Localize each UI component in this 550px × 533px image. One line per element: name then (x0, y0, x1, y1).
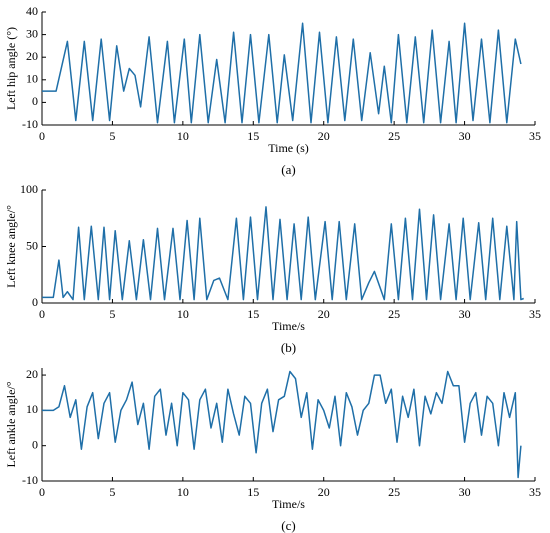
x-tick-label: 10 (177, 307, 189, 321)
x-axis-label: Time/s (272, 319, 305, 333)
x-tick-label: 5 (109, 129, 115, 143)
y-tick-label: 100 (20, 182, 38, 196)
x-tick-label: 0 (39, 485, 45, 499)
x-tick-label: 30 (459, 485, 471, 499)
y-tick-label: -10 (22, 473, 38, 487)
x-tick-label: 15 (247, 129, 259, 143)
x-tick-label: 0 (39, 307, 45, 321)
caption: (a) (281, 162, 295, 177)
y-tick-label: 10 (26, 402, 38, 416)
x-tick-label: 30 (459, 129, 471, 143)
x-tick-label: 20 (318, 307, 330, 321)
x-axis-label: Time (s) (268, 141, 309, 155)
y-axis-label: Left hip angle (°) (4, 27, 18, 110)
data-line (42, 22, 522, 124)
y-axis-label: Left knee angle/° (4, 205, 18, 288)
y-tick-label: 40 (26, 4, 38, 18)
y-tick-label: -10 (22, 117, 38, 131)
y-axis-label: Left ankle angle/° (4, 381, 18, 467)
y-tick-label: 20 (26, 49, 38, 63)
y-tick-label: 10 (26, 72, 38, 86)
caption: (c) (281, 518, 295, 533)
y-tick-label: 20 (26, 367, 38, 381)
x-tick-label: 35 (529, 129, 541, 143)
x-tick-label: 5 (109, 307, 115, 321)
caption: (b) (281, 340, 296, 355)
x-tick-label: 35 (529, 307, 541, 321)
y-tick-label: 0 (32, 437, 38, 451)
x-tick-label: 30 (459, 307, 471, 321)
x-tick-label: 20 (318, 485, 330, 499)
x-tick-label: 5 (109, 485, 115, 499)
y-tick-label: 50 (26, 238, 38, 252)
x-tick-label: 25 (388, 129, 400, 143)
y-tick-label: 0 (32, 295, 38, 309)
y-tick-label: 0 (32, 94, 38, 108)
y-tick-label: 30 (26, 26, 38, 40)
x-tick-label: 25 (388, 307, 400, 321)
x-tick-label: 0 (39, 129, 45, 143)
x-tick-label: 10 (177, 129, 189, 143)
x-tick-label: 10 (177, 485, 189, 499)
x-axis-label: Time/s (272, 497, 305, 511)
x-tick-label: 20 (318, 129, 330, 143)
x-tick-label: 15 (247, 307, 259, 321)
x-tick-label: 35 (529, 485, 541, 499)
data-line (42, 370, 522, 479)
x-tick-label: 25 (388, 485, 400, 499)
data-line (42, 206, 524, 301)
x-tick-label: 15 (247, 485, 259, 499)
